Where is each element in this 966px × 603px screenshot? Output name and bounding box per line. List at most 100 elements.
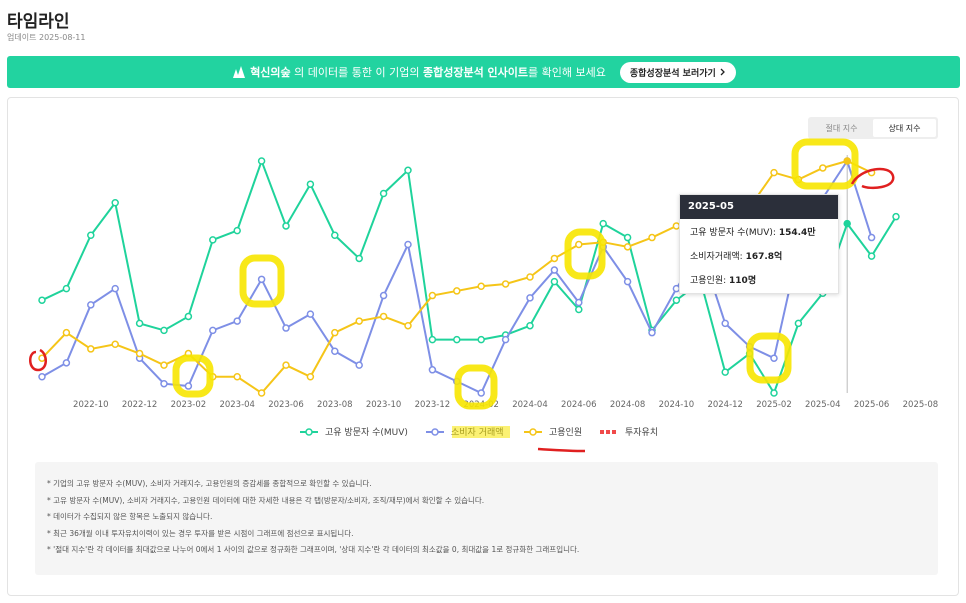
banner-button[interactable]: 종합성장분석 보러가기 (619, 61, 736, 83)
data-point (648, 328, 656, 337)
data-point (209, 326, 217, 335)
logo-icon (233, 66, 246, 78)
x-tick-label: 2023-02 (171, 400, 207, 410)
data-point (306, 180, 315, 188)
x-tick-label: 2024-10 (659, 400, 695, 410)
banner-logo: 혁신의숲 (250, 66, 291, 79)
data-point (87, 231, 95, 239)
data-point (526, 321, 534, 330)
button-label: 종합성장분석 보러가기 (629, 68, 716, 79)
data-point (672, 296, 681, 304)
data-point (111, 199, 119, 207)
data-point (87, 345, 95, 353)
data-point (282, 361, 290, 369)
data-point (575, 240, 583, 249)
data-point (306, 310, 315, 318)
x-tick-label: 2025-02 (756, 400, 792, 410)
data-point (331, 328, 339, 337)
data-point (550, 254, 559, 263)
note-line: * 고유 방문자 수(MUV), 소비자 거래지수, 고용인원 데이터에 대한 … (47, 495, 485, 505)
data-point (794, 319, 803, 328)
banner-text: 의 데이터를 통한 이 기업의 (294, 66, 420, 79)
data-point (477, 389, 485, 397)
data-point (306, 373, 315, 381)
note-line: * 데이터가 수집되지 않은 항목은 노출되지 않습니다. (47, 512, 213, 521)
data-point (355, 361, 363, 369)
data-point (404, 166, 412, 175)
x-tick-label: 2022-12 (122, 400, 158, 410)
toggle-option[interactable]: 절대 지수 (825, 123, 858, 133)
tooltip-value: 154.4만 (778, 228, 816, 238)
data-point (477, 335, 485, 344)
annotation-highlight (564, 228, 606, 280)
x-tick-label: 2022-10 (73, 400, 109, 410)
x-tick-label: 2023-12 (415, 400, 451, 410)
legend-marker (431, 428, 439, 436)
annotation-mark (537, 447, 586, 453)
data-point (257, 389, 266, 397)
data-point (233, 317, 241, 325)
tooltip-row: 고용인원: 110명 (680, 267, 838, 291)
data-point (623, 233, 632, 242)
data-point (526, 273, 534, 281)
series-line (41, 158, 897, 396)
x-tick-label: 2024-04 (512, 400, 548, 410)
annotation-highlight (172, 354, 214, 398)
legend-label[interactable]: 고유 방문자 수(MUV) (325, 427, 408, 438)
data-point (477, 282, 485, 291)
tooltip-label: 고용인원: (690, 276, 727, 286)
data-point (843, 157, 851, 165)
banner-text: 를 확인해 보세요 (528, 66, 606, 79)
legend-label[interactable]: 고용인원 (549, 427, 582, 438)
data-point (379, 189, 388, 198)
x-tick-label: 2025-04 (805, 400, 841, 410)
data-point (282, 222, 290, 230)
tooltip-value: 110명 (729, 276, 757, 286)
data-point (62, 284, 71, 293)
x-tick-label: 2023-04 (219, 400, 255, 410)
data-point (355, 317, 363, 325)
annotation-highlight (239, 254, 285, 308)
tooltip-row: 고유 방문자 수(MUV): 154.4만 (680, 219, 838, 243)
annotation-highlight (454, 364, 498, 410)
legend-label[interactable]: 투자유치 (625, 426, 658, 438)
data-point (233, 373, 241, 381)
banner[interactable]: 혁신의숲 의 데이터를 통한 이 기업의 종합성장분석 인사이트 를 확인해 보세… (7, 56, 960, 88)
data-point (843, 219, 851, 228)
tooltip-title: 2025-05 (680, 195, 838, 219)
data-point (62, 359, 71, 367)
tooltip-label: 고유 방문자 수(MUV): (690, 228, 776, 238)
tooltip-value: 167.8억 (745, 252, 783, 262)
x-tick-label: 2024-08 (610, 400, 646, 410)
data-point (160, 379, 168, 388)
data-point (111, 340, 119, 349)
data-point (38, 296, 46, 304)
tooltip-label: 소비자거래액: (690, 252, 743, 262)
data-point (819, 164, 827, 172)
update-date: 업데이트 2025-08-11 (7, 33, 86, 42)
x-tick-label: 2024-06 (561, 400, 597, 410)
chevron (720, 68, 725, 76)
page-title: 타임라인 (7, 12, 70, 32)
data-point (501, 280, 510, 288)
data-point (428, 366, 437, 374)
data-point (331, 231, 339, 239)
data-point (111, 284, 119, 293)
data-point (355, 254, 363, 263)
data-point (379, 291, 388, 300)
data-point (770, 168, 778, 177)
data-point (892, 212, 900, 221)
x-tick-label: 2023-08 (317, 400, 353, 410)
data-point (453, 287, 461, 295)
data-point (331, 347, 339, 355)
x-tick-label: 2025-06 (854, 400, 890, 410)
data-point (648, 233, 656, 242)
data-point (257, 275, 266, 284)
toggle-option[interactable]: 상대 지수 (873, 119, 936, 137)
index-toggle: 절대 지수 상대 지수 (808, 117, 938, 139)
annotation-highlight (746, 332, 792, 384)
data-point (428, 291, 437, 300)
